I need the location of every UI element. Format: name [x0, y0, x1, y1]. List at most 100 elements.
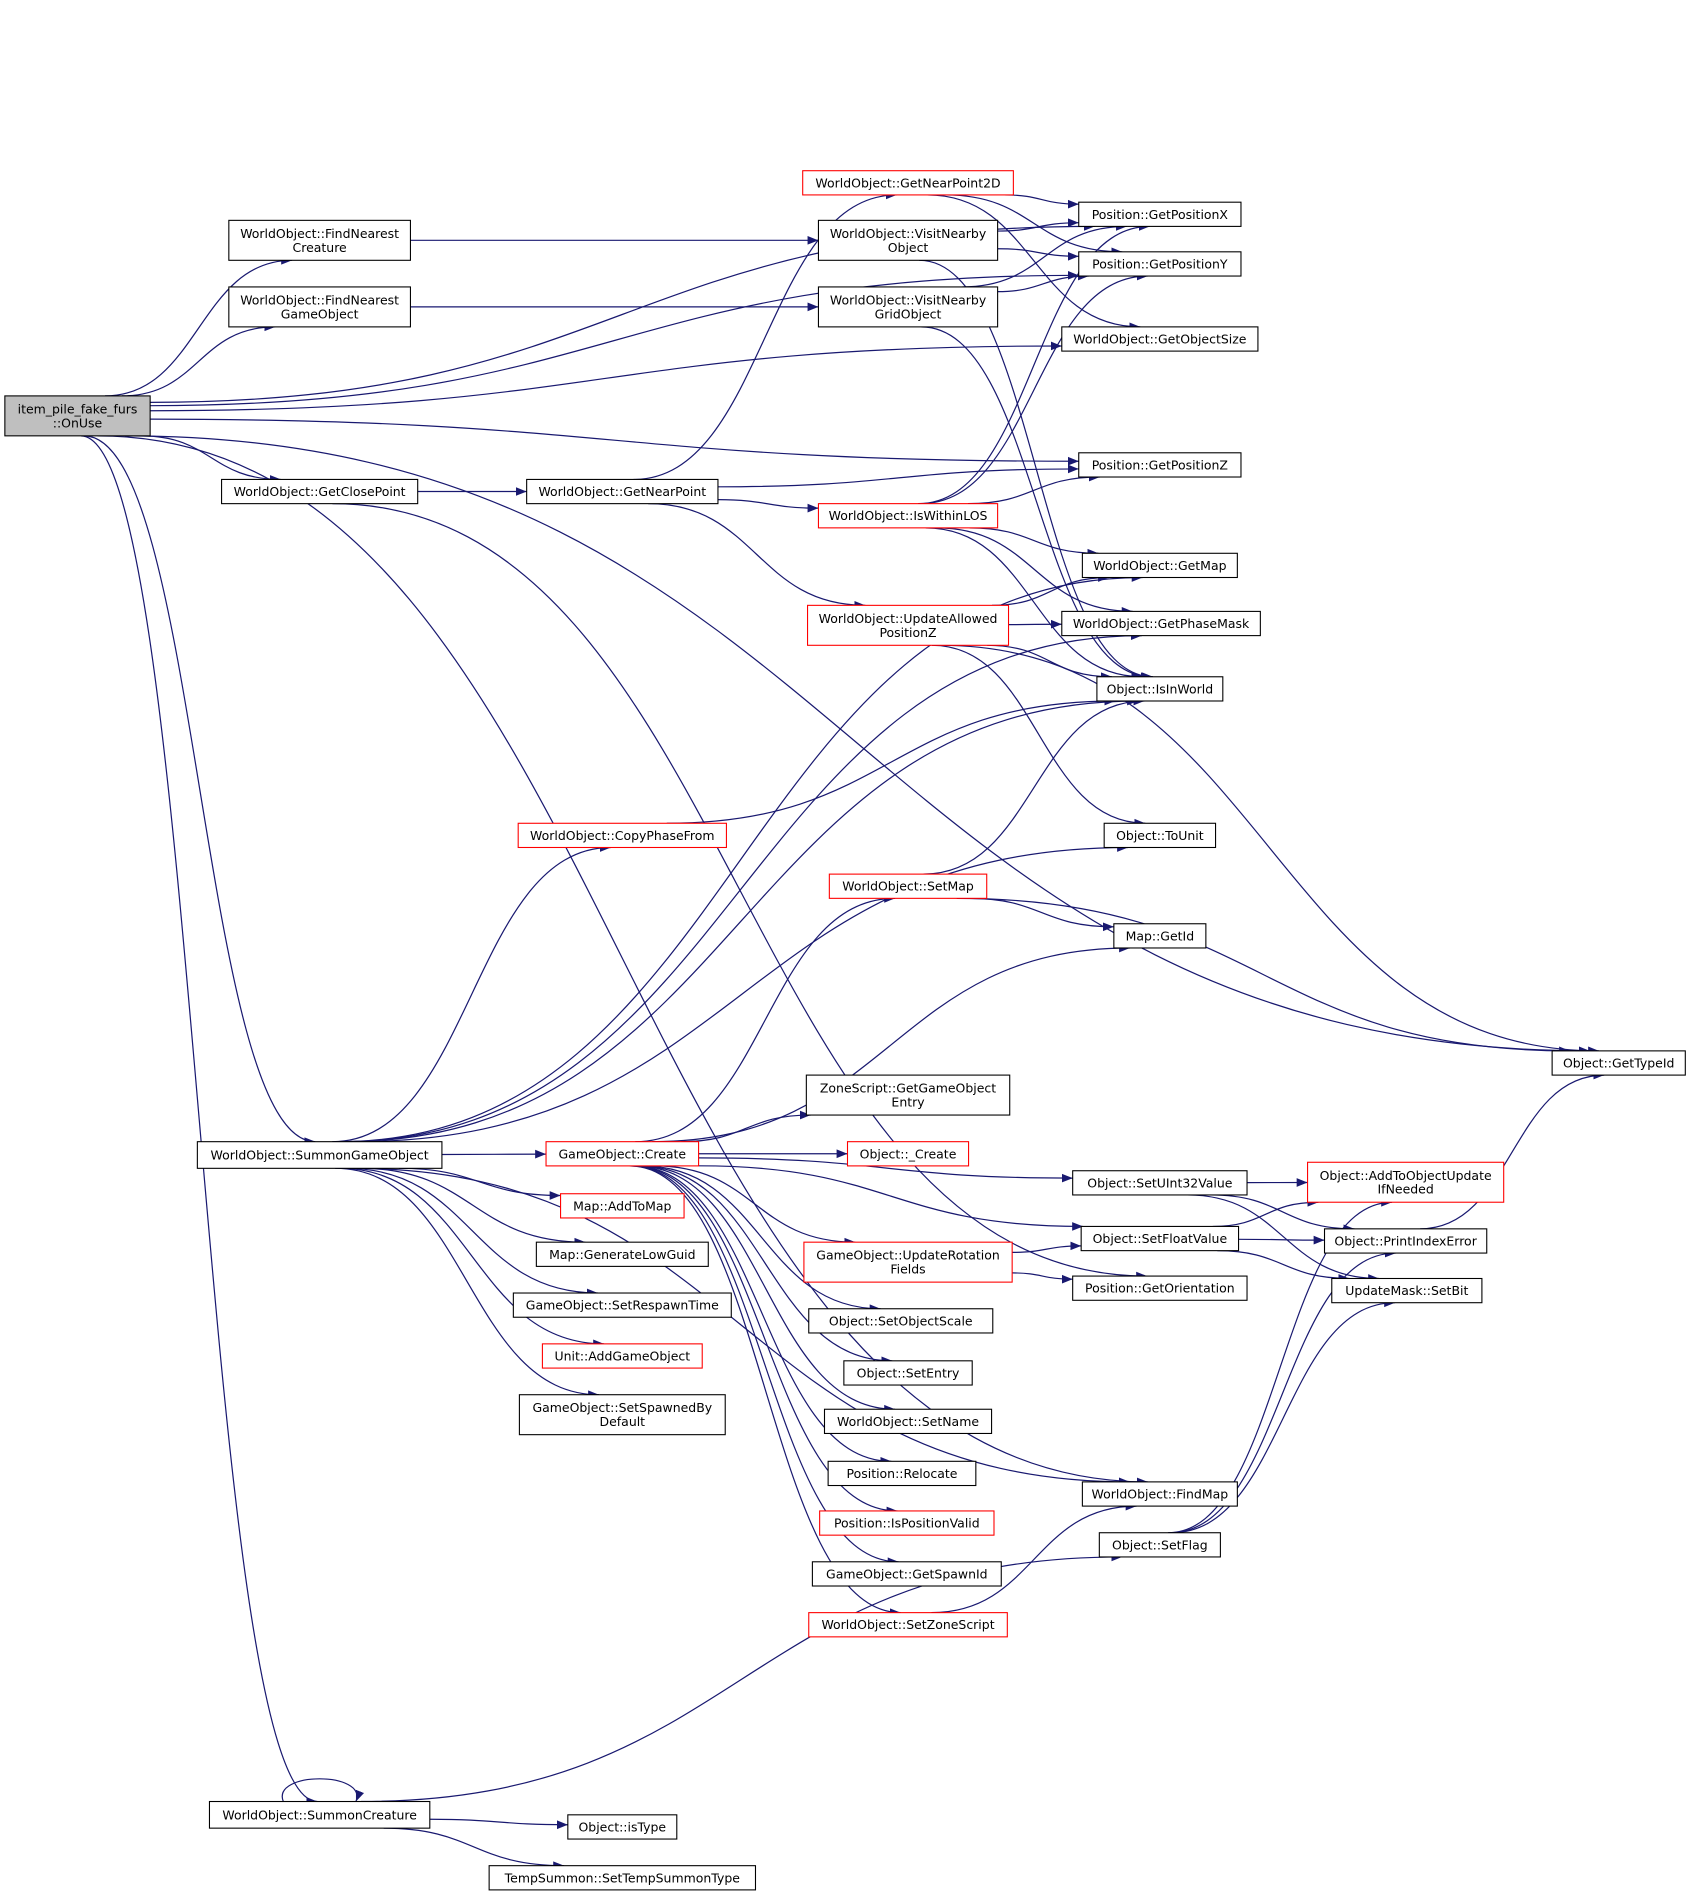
edge-item-pile-fake-furs-onuse-to-position-getpositiony — [150, 270, 1079, 407]
node-label: Object::SetObjectScale — [829, 1313, 973, 1328]
edge-worldobject-updateallowedpositionz-to-object-gettypeid — [940, 644, 1600, 1056]
node-worldobject-getnearpoint[interactable]: WorldObject::GetNearPoint — [526, 478, 719, 505]
node-tempsummon-settempsummontype[interactable]: TempSummon::SetTempSummonType — [488, 1865, 757, 1891]
node-map-getid[interactable]: Map::GetId — [1113, 923, 1207, 949]
node-object-istype[interactable]: Object::isType — [567, 1814, 678, 1840]
node-label: Object::IsInWorld — [1107, 681, 1213, 696]
edge-worldobject-setmap-to-object-gettypeid — [956, 897, 1571, 1056]
node-worldobject-getphasemask[interactable]: WorldObject::GetPhaseMask — [1061, 610, 1261, 637]
node-box — [1081, 1481, 1238, 1507]
edge-worldobject-updateallowedpositionz-to-object-tounit — [931, 644, 1146, 828]
node-worldobject-summoncreature[interactable]: WorldObject::SummonCreature — [208, 1800, 431, 1829]
edge-object-printindexerror-to-object-gettypeid — [1420, 1070, 1605, 1230]
node-label: Position::Relocate — [847, 1466, 958, 1481]
node-box — [560, 1193, 685, 1219]
node-object-create[interactable]: Object::_Create — [846, 1141, 970, 1167]
edge-worldobject-visitnearbyobject-to-position-getpositiony — [997, 248, 1079, 261]
node-worldobject-summongameobject[interactable]: WorldObject::SummonGameObject — [196, 1141, 443, 1169]
node-worldobject-setname[interactable]: WorldObject::SetName — [823, 1408, 993, 1435]
node-item-pile-fake-furs-onuse[interactable]: item_pile_fake_furs::OnUse — [4, 395, 151, 437]
node-label: GridObject — [875, 306, 942, 321]
node-object-setfloatvalue[interactable]: Object::SetFloatValue — [1080, 1225, 1240, 1252]
node-gameobject-getspawnid[interactable]: GameObject::GetSpawnId — [811, 1561, 1002, 1587]
node-box — [196, 1141, 443, 1169]
node-gameobject-create[interactable]: GameObject::Create — [545, 1141, 700, 1167]
node-position-getpositionz[interactable]: Position::GetPositionZ — [1078, 452, 1242, 478]
node-label: ::OnUse — [53, 415, 102, 430]
node-worldobject-findmap[interactable]: WorldObject::FindMap — [1081, 1481, 1238, 1507]
node-label: WorldObject::VisitNearby — [830, 292, 986, 307]
edge-gameobject-create-to-object-setobjectscale — [642, 1165, 881, 1314]
edge-worldobject-summongameobject-to-gameobject-setrespawntime — [346, 1167, 598, 1298]
node-gameobject-setrespawntime[interactable]: GameObject::SetRespawnTime — [512, 1292, 732, 1318]
node-label: Object::AddToObjectUpdate — [1320, 1168, 1492, 1183]
node-map-generatelowguid[interactable]: Map::GenerateLowGuid — [535, 1241, 709, 1267]
node-object-setobjectscale[interactable]: Object::SetObjectScale — [808, 1308, 994, 1334]
node-position-relocate[interactable]: Position::Relocate — [827, 1460, 977, 1487]
node-object-tounit[interactable]: Object::ToUnit — [1103, 822, 1217, 849]
node-box — [1078, 452, 1242, 478]
edge-gameobject-create-to-worldobject-setname — [635, 1165, 896, 1414]
node-box — [228, 219, 411, 261]
edge-gameobject-create-to-map-getid — [652, 943, 1130, 1143]
node-worldobject-iswithinlos[interactable]: WorldObject::IsWithinLOS — [817, 503, 999, 529]
node-worldobject-getobjectsize[interactable]: WorldObject::GetObjectSize — [1061, 326, 1259, 352]
node-worldobject-getnearpoint2d[interactable]: WorldObject::GetNearPoint2D — [802, 170, 1014, 196]
node-box — [1113, 923, 1207, 949]
node-object-setentry[interactable]: Object::SetEntry — [843, 1360, 973, 1386]
node-worldobject-copyphasefrom[interactable]: WorldObject::CopyPhaseFrom — [517, 822, 727, 849]
node-object-gettypeid[interactable]: Object::GetTypeId — [1551, 1050, 1686, 1076]
node-box — [535, 1241, 709, 1267]
node-worldobject-getclosepoint[interactable]: WorldObject::GetClosePoint — [221, 478, 419, 505]
node-box — [1307, 1161, 1505, 1203]
node-object-isinworld[interactable]: Object::IsInWorld — [1096, 676, 1224, 702]
edge-worldobject-getnearpoint2d-to-position-getpositiony — [945, 194, 1123, 257]
node-position-getorientation[interactable]: Position::GetOrientation — [1072, 1275, 1248, 1301]
node-box — [517, 822, 727, 849]
edge-worldobject-visitnearbygridobject-to-object-isinworld — [921, 326, 1152, 682]
node-box — [1072, 1275, 1248, 1301]
node-label: Object::ToUnit — [1116, 828, 1204, 843]
node-label: Entry — [891, 1095, 924, 1110]
node-worldobject-setmap[interactable]: WorldObject::SetMap — [828, 873, 988, 899]
node-object-printindexerror[interactable]: Object::PrintIndexError — [1323, 1228, 1488, 1254]
edge-worldobject-visitnearbyobject-to-position-getpositionx — [997, 218, 1079, 232]
node-object-setuint32value[interactable]: Object::SetUInt32Value — [1072, 1170, 1248, 1196]
node-box — [512, 1292, 732, 1318]
node-worldobject-getmap[interactable]: WorldObject::GetMap — [1081, 552, 1238, 579]
edge-item-pile-fake-furs-onuse-to-object-gettypeid — [125, 435, 1590, 1056]
node-object-setflag[interactable]: Object::SetFlag — [1098, 1532, 1221, 1558]
edge-worldobject-summongameobject-to-worldobject-copyphasefrom — [332, 843, 611, 1143]
node-box — [805, 1074, 1011, 1116]
node-box — [208, 1800, 431, 1829]
node-worldobject-setzonescript[interactable]: WorldObject::SetZoneScript — [808, 1612, 1008, 1638]
edge-worldobject-summongameobject-to-object-isinworld — [343, 696, 1139, 1143]
node-box — [817, 219, 999, 261]
node-map-addtomap[interactable]: Map::AddToMap — [560, 1193, 685, 1219]
node-position-getpositionx[interactable]: Position::GetPositionX — [1078, 201, 1242, 227]
edge-worldobject-getnearpoint-to-position-getpositionz — [717, 464, 1079, 488]
node-label: WorldObject::SetMap — [842, 879, 974, 894]
node-label: Map::GetId — [1126, 928, 1195, 943]
node-position-ispositionvalid[interactable]: Position::IsPositionValid — [819, 1510, 995, 1536]
node-label: WorldObject::SummonGameObject — [211, 1147, 429, 1162]
node-box — [4, 395, 151, 437]
node-label: Object::SetEntry — [857, 1365, 960, 1380]
node-updatemask-setbit[interactable]: UpdateMask::SetBit — [1331, 1277, 1483, 1304]
edge-gameobject-create-to-gameobject-getspawnid — [630, 1165, 899, 1567]
node-label: WorldObject::FindMap — [1092, 1486, 1229, 1501]
node-box — [817, 503, 999, 529]
node-unit-addgameobject[interactable]: Unit::AddGameObject — [541, 1343, 703, 1369]
node-label: ZoneScript::GetGameObject — [820, 1081, 996, 1096]
node-position-getpositiony[interactable]: Position::GetPositionY — [1078, 251, 1242, 277]
